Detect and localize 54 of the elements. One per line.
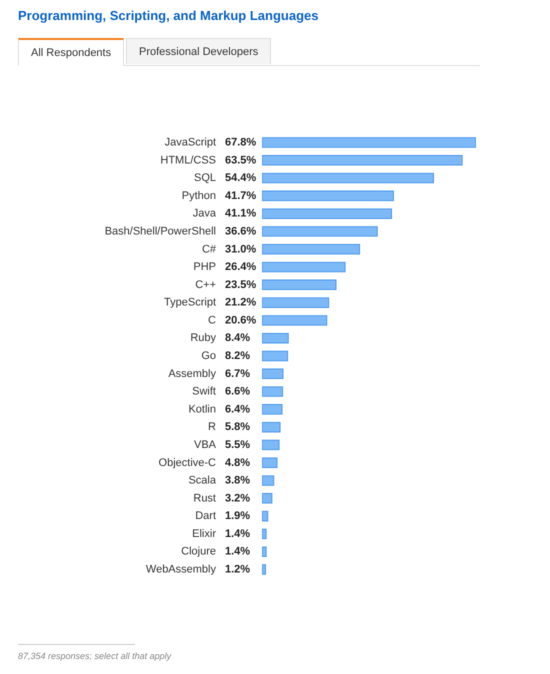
y-tick-label: R — [208, 421, 216, 434]
y-tick-label: Python — [182, 190, 216, 202]
y-tick-label: Rust — [193, 492, 216, 504]
y-tick-label: Objective-C — [158, 456, 216, 469]
data-label: 54.4% — [225, 172, 256, 184]
data-label: 1.2% — [225, 564, 250, 576]
data-label: 1.9% — [225, 510, 250, 522]
data-label: 6.7% — [225, 368, 250, 380]
data-label: 1.4% — [225, 546, 250, 558]
y-tick-label: Bash/Shell/PowerShell — [104, 225, 216, 238]
data-label: 20.6% — [225, 314, 256, 326]
data-label: 8.2% — [225, 350, 250, 362]
chart-title: Programming, Scripting, and Markup Languages — [18, 8, 318, 23]
data-label: 5.5% — [225, 438, 250, 451]
y-tick-label: C# — [202, 243, 217, 256]
data-label: 21.2% — [225, 296, 256, 309]
y-tick-label: Swift — [192, 386, 216, 398]
data-label: 23.5% — [225, 278, 256, 291]
data-label: 67.8% — [225, 136, 256, 149]
y-tick-label: Java — [192, 208, 217, 220]
y-tick-label: JavaScript — [164, 136, 216, 149]
y-tick-label: C — [208, 314, 216, 326]
y-tick-label: HTML/CSS — [160, 154, 216, 166]
data-label: 36.6% — [225, 225, 256, 238]
data-label: 6.6% — [225, 386, 250, 398]
data-label: 41.7% — [225, 190, 256, 202]
text: 87,354 responses; select all that apply — [18, 650, 172, 661]
y-tick-label: Scala — [188, 474, 217, 487]
data-label: 41.1% — [225, 208, 256, 220]
data-label: 31.0% — [225, 243, 256, 256]
y-tick-label: WebAssembly — [146, 564, 216, 576]
y-tick-label: Assembly — [168, 368, 216, 380]
data-label: 3.8% — [225, 474, 250, 487]
y-tick-label: Go — [201, 350, 216, 362]
data-label: 6.4% — [225, 403, 250, 416]
y-tick-label: Kotlin — [188, 403, 216, 416]
data-label: 4.8% — [225, 456, 250, 469]
y-tick-label: Ruby — [190, 332, 216, 344]
data-label: 1.4% — [225, 528, 250, 540]
y-tick-label: PHP — [193, 261, 216, 274]
text: All Respondents — [18, 38, 124, 66]
y-tick-label: SQL — [194, 172, 216, 184]
y-tick-label: VBA — [194, 438, 217, 451]
data-label: 8.4% — [225, 332, 250, 344]
y-tick-label: Clojure — [181, 546, 216, 558]
data-label: 5.8% — [225, 421, 250, 434]
data-label: 26.4% — [225, 261, 256, 274]
y-tick-label: Dart — [195, 510, 216, 522]
y-tick-label: C++ — [195, 278, 216, 291]
data-label: 3.2% — [225, 492, 250, 504]
data-label: 63.5% — [225, 154, 256, 166]
y-tick-label: Elixir — [192, 528, 216, 540]
y-tick-label: TypeScript — [164, 296, 216, 309]
text: Professional Developers — [126, 38, 272, 64]
